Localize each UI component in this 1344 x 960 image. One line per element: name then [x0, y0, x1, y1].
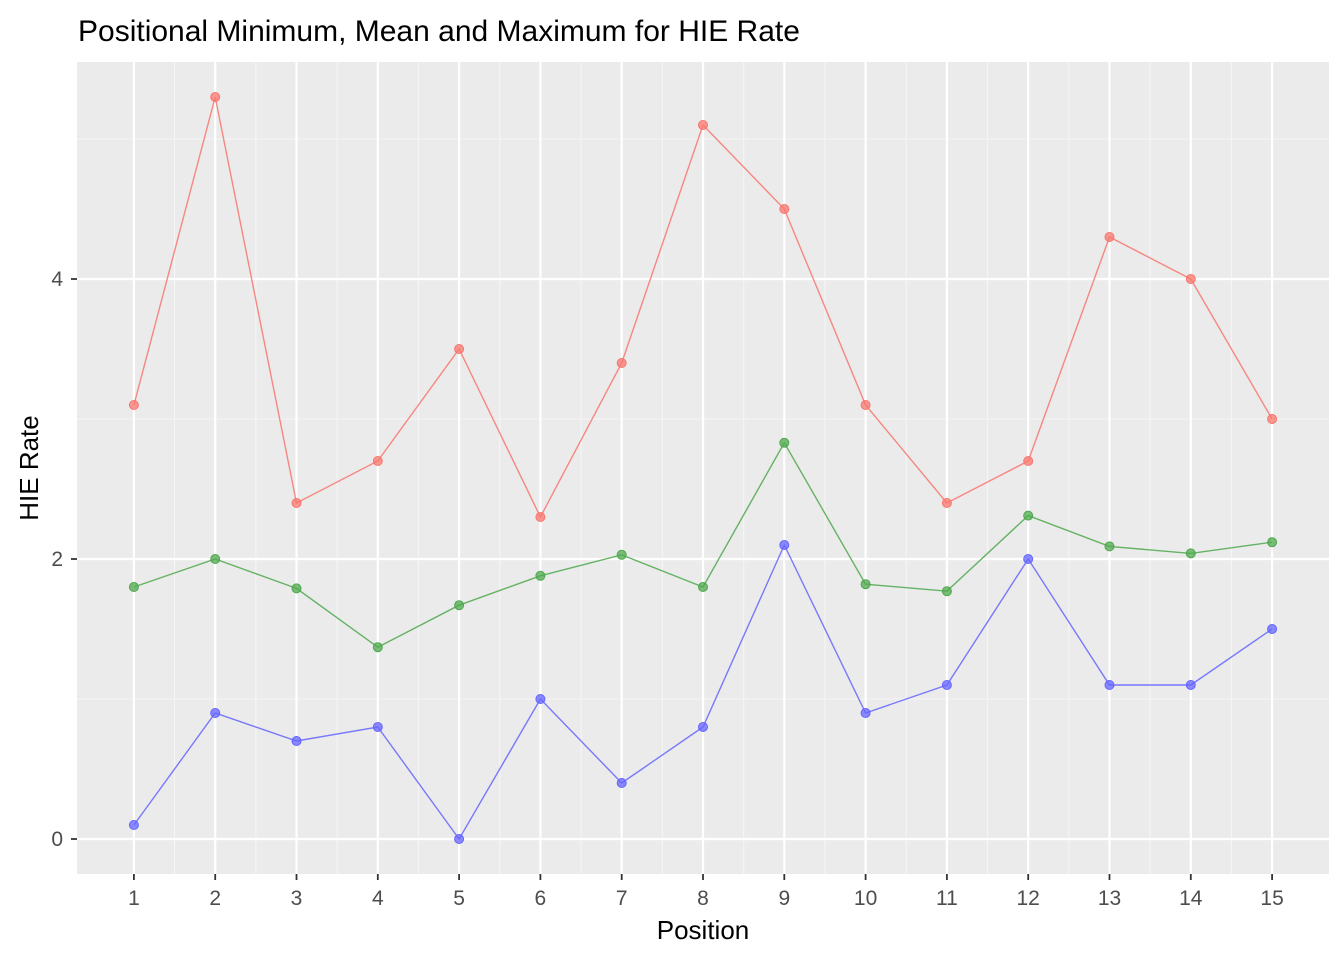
mean-point: [1104, 541, 1115, 552]
minimum-point: [210, 708, 221, 718]
minimum-point: [454, 834, 465, 844]
minimum-point: [372, 722, 383, 732]
maximum-point: [779, 204, 790, 214]
x-axis-title: Position: [657, 915, 750, 945]
x-tick-label: 9: [778, 887, 790, 910]
maximum-point: [210, 92, 221, 102]
mean-point: [779, 437, 790, 448]
mean-point: [535, 570, 546, 581]
x-tick-label: 5: [453, 887, 465, 910]
maximum-point: [1267, 414, 1278, 424]
mean-point: [372, 642, 383, 653]
x-tick-label: 14: [1179, 887, 1203, 910]
minimum-point: [616, 778, 627, 788]
minimum-point: [1185, 680, 1196, 690]
series-layer: [128, 92, 1278, 844]
x-tick-label: 4: [372, 887, 384, 910]
mean-point: [698, 582, 708, 592]
mean-point: [1023, 510, 1034, 521]
mean-point: [860, 579, 871, 590]
minimum-point: [941, 680, 952, 690]
x-tick-label: 12: [1017, 887, 1040, 910]
x-tick-label: 8: [697, 887, 709, 910]
mean-point: [1185, 548, 1196, 559]
minimum-point: [860, 708, 871, 718]
maximum-point: [128, 400, 139, 410]
chart-title: Positional Minimum, Mean and Maximum for…: [78, 15, 800, 48]
y-tick-label: 2: [51, 548, 63, 571]
x-tick-label: 10: [854, 887, 877, 910]
maximum-point: [941, 498, 952, 508]
maximum-point: [616, 358, 627, 368]
mean-point: [210, 554, 221, 564]
mean-point: [291, 583, 302, 594]
mean-point: [128, 582, 139, 592]
mean-point: [454, 600, 465, 611]
x-axis-ticks: 1 2 3 4 5 6 7 8 9 10 11 12 13 14 15: [128, 874, 1284, 910]
x-tick-label: 7: [616, 887, 628, 910]
minimum-point: [535, 694, 546, 704]
maximum-point: [860, 400, 871, 410]
maximum-point: [535, 512, 546, 522]
y-tick-label: 4: [51, 268, 63, 291]
maximum-point: [291, 498, 302, 508]
x-tick-label: 1: [128, 887, 140, 910]
maximum-point: [1023, 456, 1034, 466]
maximum-point: [1185, 274, 1196, 284]
mean-point: [941, 586, 952, 597]
maximum-point: [454, 344, 465, 354]
y-axis-title: HIE Rate: [14, 415, 44, 521]
minimum-point: [291, 736, 302, 746]
x-tick-label: 11: [936, 887, 958, 910]
mean-point: [1267, 537, 1278, 548]
minimum-point: [128, 820, 139, 830]
minimum-point: [1023, 554, 1034, 564]
x-tick-label: 6: [535, 887, 547, 910]
minimum-point: [698, 722, 708, 732]
maximum-point: [372, 456, 383, 466]
maximum-point: [1104, 232, 1115, 242]
x-tick-label: 3: [291, 887, 303, 910]
x-tick-label: 2: [209, 887, 221, 910]
y-tick-label: 0: [51, 828, 63, 851]
mean-point: [616, 549, 627, 560]
maximum-point: [698, 120, 708, 130]
x-tick-label: 13: [1098, 887, 1121, 910]
minimum-point: [779, 540, 790, 550]
minimum-point: [1267, 624, 1278, 634]
y-axis-ticks: 0 2 4: [51, 268, 77, 851]
minimum-point: [1104, 680, 1115, 690]
x-tick-label: 15: [1260, 887, 1283, 910]
